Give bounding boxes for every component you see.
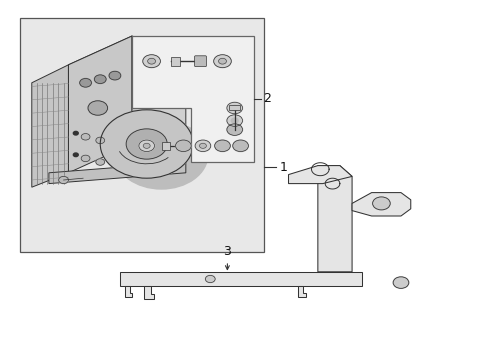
- Circle shape: [231, 105, 238, 111]
- Circle shape: [226, 115, 242, 126]
- FancyBboxPatch shape: [194, 56, 206, 67]
- Polygon shape: [298, 286, 305, 297]
- Polygon shape: [120, 272, 361, 286]
- Circle shape: [115, 121, 207, 189]
- Polygon shape: [132, 36, 254, 162]
- Circle shape: [81, 155, 90, 162]
- Circle shape: [372, 197, 389, 210]
- Circle shape: [231, 118, 238, 123]
- Circle shape: [100, 110, 193, 178]
- Circle shape: [59, 176, 68, 184]
- Polygon shape: [68, 36, 132, 79]
- Bar: [20, 18, 264, 252]
- Circle shape: [195, 140, 210, 152]
- Circle shape: [218, 58, 226, 64]
- Polygon shape: [288, 166, 351, 184]
- Circle shape: [142, 55, 160, 68]
- Bar: [229, 105, 240, 110]
- Circle shape: [199, 143, 206, 148]
- Circle shape: [392, 277, 408, 288]
- Circle shape: [143, 143, 150, 148]
- Circle shape: [126, 129, 167, 159]
- Polygon shape: [49, 162, 185, 184]
- Circle shape: [232, 140, 248, 152]
- Polygon shape: [132, 36, 185, 166]
- Text: 3: 3: [223, 246, 231, 258]
- Circle shape: [226, 124, 242, 135]
- Circle shape: [73, 153, 78, 157]
- Circle shape: [81, 134, 90, 140]
- Circle shape: [96, 137, 104, 144]
- Polygon shape: [351, 193, 410, 216]
- Circle shape: [205, 275, 215, 283]
- Polygon shape: [144, 286, 154, 299]
- Circle shape: [88, 101, 107, 115]
- Circle shape: [175, 140, 191, 152]
- Circle shape: [96, 159, 104, 165]
- Text: 1: 1: [279, 161, 287, 174]
- Polygon shape: [32, 65, 68, 187]
- Polygon shape: [317, 166, 351, 272]
- Circle shape: [80, 78, 91, 87]
- Bar: [162, 142, 169, 150]
- Circle shape: [109, 71, 121, 80]
- Text: 2: 2: [263, 93, 270, 105]
- Circle shape: [147, 58, 155, 64]
- Circle shape: [214, 140, 230, 152]
- Polygon shape: [124, 286, 132, 297]
- Circle shape: [139, 140, 154, 152]
- Circle shape: [226, 102, 242, 114]
- Circle shape: [94, 75, 106, 84]
- Bar: [171, 57, 180, 66]
- Polygon shape: [68, 36, 132, 173]
- Circle shape: [213, 55, 231, 68]
- Circle shape: [73, 131, 78, 135]
